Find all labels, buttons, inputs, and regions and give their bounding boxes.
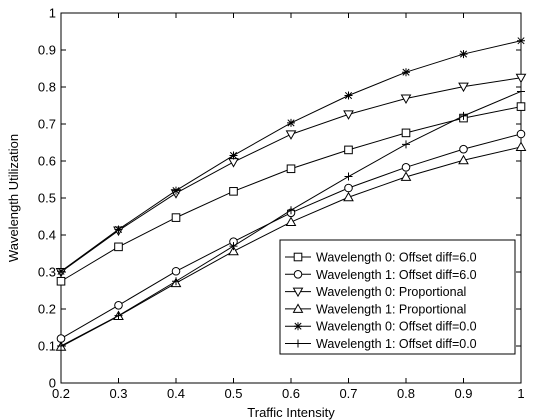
data-point — [344, 183, 353, 193]
data-point — [344, 172, 353, 181]
data-point — [516, 102, 526, 111]
data-point — [229, 151, 238, 160]
data-point — [400, 94, 412, 104]
data-point — [402, 68, 410, 77]
data-point — [287, 206, 295, 215]
data-point — [172, 277, 180, 286]
legend-marker — [293, 270, 303, 279]
legend-label: Wavelength 1: Proportional — [316, 302, 466, 316]
data-point — [171, 266, 181, 276]
legend-marker — [292, 287, 304, 298]
data-point — [516, 129, 526, 139]
data-point — [402, 140, 410, 149]
series-line — [60, 40, 522, 272]
y-tick-label: 0.1 — [38, 339, 56, 354]
data-point — [344, 91, 353, 100]
y-tick-label: 0.7 — [38, 117, 56, 132]
data-point — [172, 186, 180, 195]
data-point — [517, 36, 525, 45]
data-point — [228, 245, 239, 256]
series-5 — [57, 36, 525, 276]
legend-label: Wavelength 0: Proportional — [316, 285, 466, 299]
x-axis-ticks: 0.2 0.3 0.4 0.5 0.6 0.7 0.8 0.9 1 — [52, 13, 525, 401]
data-point — [458, 154, 469, 165]
data-point — [114, 225, 123, 234]
data-point — [57, 267, 65, 276]
legend-marker — [293, 252, 303, 262]
data-point — [229, 187, 238, 196]
legend-marker — [292, 303, 304, 313]
data-point — [171, 213, 181, 222]
legend: Wavelength 0: Offset diff=6.0 Wavelength … — [279, 239, 516, 355]
series-layer — [55, 36, 527, 351]
x-tick-label: 0.2 — [52, 386, 70, 401]
data-point — [343, 191, 354, 202]
legend-item: Wavelength 1: Offset diff=0.0 — [285, 337, 477, 351]
data-point — [459, 50, 468, 59]
x-tick-label: 0.5 — [224, 386, 242, 401]
y-tick-label: 0.4 — [38, 228, 56, 243]
x-tick-label: 0.4 — [167, 386, 185, 401]
data-point — [287, 118, 295, 127]
legend-label: Wavelength 0: Offset diff=0.0 — [316, 320, 477, 334]
y-tick-label: 0.2 — [38, 302, 56, 317]
data-point — [114, 301, 123, 310]
data-point — [459, 144, 468, 154]
y-axis-ticks: 0 0.1 0.2 0.3 0.4 0.5 0.6 0.7 0.8 0.9 1 — [38, 6, 521, 391]
data-point — [229, 242, 238, 251]
y-tick-label: 1 — [49, 6, 56, 21]
data-point — [228, 158, 239, 168]
data-point — [56, 276, 66, 286]
data-point — [515, 73, 527, 84]
legend-label: Wavelength 1: Offset diff=6.0 — [316, 268, 477, 282]
legend-item: Wavelength 0: Offset diff=0.0 — [285, 320, 477, 334]
data-point — [57, 342, 65, 350]
y-tick-label: 0.3 — [38, 265, 56, 280]
data-point — [401, 128, 411, 138]
data-point — [343, 110, 354, 120]
legend-item: Wavelength 1: Offset diff=6.0 — [285, 268, 477, 282]
legend-item: Wavelength 1: Proportional — [285, 302, 466, 316]
legend-label: Wavelength 1: Offset diff=0.0 — [316, 337, 477, 351]
legend-marker — [294, 322, 302, 331]
x-tick-label: 1 — [517, 386, 524, 401]
x-tick-label: 0.9 — [454, 386, 472, 401]
x-axis-label: Traffic Intensity — [247, 405, 335, 420]
series-6 — [57, 87, 525, 350]
legend-marker — [294, 339, 302, 348]
data-point — [286, 164, 296, 174]
data-point — [458, 82, 469, 93]
data-point — [114, 242, 123, 252]
data-point — [515, 141, 527, 151]
y-tick-label: 0.5 — [38, 191, 56, 206]
y-tick-label: 0.6 — [38, 154, 56, 169]
data-point — [459, 111, 468, 120]
data-point — [344, 145, 353, 155]
legend-item: Wavelength 0: Offset diff=6.0 — [285, 251, 477, 265]
data-point — [517, 87, 525, 96]
data-point — [400, 171, 412, 181]
legend-box — [279, 239, 516, 355]
y-tick-label: 0.8 — [38, 80, 56, 95]
data-point — [285, 216, 297, 227]
x-tick-label: 0.7 — [339, 386, 357, 401]
data-point — [401, 162, 411, 172]
x-tick-label: 0.6 — [282, 386, 300, 401]
x-tick-label: 0.3 — [109, 386, 127, 401]
legend-item: Wavelength 0: Proportional — [285, 285, 466, 299]
data-point — [114, 311, 123, 320]
data-point — [285, 130, 297, 140]
y-axis-label: Wavelength Utilization — [6, 134, 21, 262]
y-tick-label: 0.9 — [38, 43, 56, 58]
x-tick-label: 0.8 — [397, 386, 415, 401]
legend-label: Wavelength 0: Offset diff=6.0 — [316, 251, 477, 265]
y-tick-label: 0 — [49, 376, 56, 391]
